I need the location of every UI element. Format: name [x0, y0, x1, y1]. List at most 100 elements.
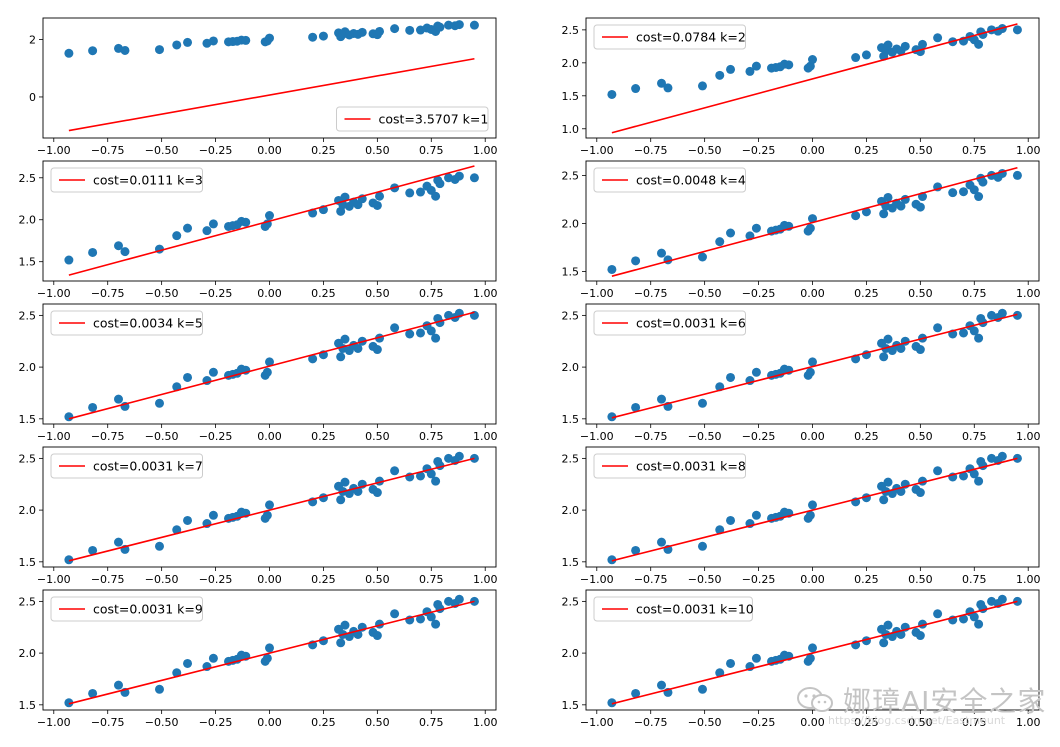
- data-point: [372, 200, 382, 210]
- data-point: [208, 367, 218, 377]
- data-point: [88, 247, 98, 257]
- data-point: [607, 264, 617, 274]
- x-tick-label: −0.50: [688, 287, 722, 300]
- data-point: [353, 343, 363, 353]
- x-tick-label: 0.25: [854, 430, 879, 443]
- x-tick-label: −1.00: [580, 716, 614, 729]
- x-tick-label: −0.25: [742, 287, 776, 300]
- x-tick-label: 0.00: [800, 573, 825, 586]
- data-point: [607, 89, 617, 99]
- data-point: [997, 308, 1007, 318]
- data-point: [183, 658, 193, 668]
- data-point: [697, 684, 707, 694]
- x-tick-label: 0.00: [257, 430, 282, 443]
- data-point: [372, 631, 382, 641]
- data-point: [183, 223, 193, 233]
- data-point: [340, 477, 350, 487]
- data-point: [657, 394, 666, 404]
- data-point: [426, 326, 436, 336]
- x-tick-label: 0.00: [257, 144, 282, 157]
- x-tick-label: −0.50: [688, 430, 722, 443]
- data-point: [631, 256, 641, 266]
- x-tick-label: −1.00: [580, 573, 614, 586]
- data-point: [805, 367, 815, 377]
- data-point: [631, 688, 641, 698]
- data-point: [751, 223, 761, 233]
- data-point: [265, 211, 274, 221]
- y-tick-label: 2.0: [19, 214, 37, 227]
- data-point: [805, 510, 815, 520]
- data-point: [208, 510, 218, 520]
- x-tick-label: 0.00: [257, 287, 282, 300]
- x-tick-label: −0.75: [91, 716, 125, 729]
- data-point: [340, 334, 350, 344]
- data-point: [405, 25, 415, 35]
- data-point: [697, 541, 707, 551]
- data-point: [336, 352, 346, 362]
- data-point: [431, 191, 441, 201]
- x-tick-label: 0.50: [908, 144, 933, 157]
- data-point: [896, 629, 906, 639]
- data-point: [431, 476, 441, 486]
- data-point: [879, 638, 889, 648]
- data-point: [808, 643, 817, 653]
- x-tick-label: 0.25: [854, 287, 879, 300]
- data-point: [416, 614, 425, 624]
- data-point: [915, 631, 925, 641]
- x-tick-label: −1.00: [37, 287, 71, 300]
- data-point: [883, 477, 893, 487]
- data-point: [183, 372, 193, 382]
- data-point: [172, 525, 182, 535]
- data-point: [959, 187, 968, 197]
- data-point: [969, 612, 979, 622]
- data-point: [697, 81, 707, 91]
- data-point: [974, 619, 984, 629]
- data-point: [751, 367, 761, 377]
- legend-box: [593, 310, 746, 336]
- x-tick-label: −0.50: [688, 573, 722, 586]
- y-tick-label: 2.5: [19, 595, 37, 608]
- data-point: [120, 247, 130, 257]
- subplot-5: −1.00 −0.75 −0.50 −0.25 0.00 0.25 0.50 0.75 1.00…: [19, 303, 497, 443]
- data-point: [997, 594, 1007, 604]
- data-point: [697, 398, 707, 408]
- subplot-6: −1.00 −0.75 −0.50 −0.25 0.00 0.25 0.50 0.75 1.00…: [562, 303, 1040, 443]
- legend-label: cost=0.0031 k=9: [93, 602, 203, 617]
- x-tick-label: 0.75: [419, 716, 444, 729]
- fit-line: [68, 165, 475, 276]
- y-tick-label: 2.0: [562, 57, 580, 70]
- data-point: [933, 609, 943, 619]
- data-point: [715, 70, 725, 80]
- x-tick-label: −1.00: [37, 716, 71, 729]
- x-tick-label: 1.00: [473, 144, 498, 157]
- data-point: [375, 26, 385, 36]
- legend-box: [50, 596, 203, 622]
- data-point: [208, 653, 218, 663]
- x-tick-label: −0.75: [91, 430, 125, 443]
- data-point: [657, 248, 666, 258]
- x-tick-label: 1.00: [1016, 287, 1041, 300]
- x-tick-label: 0.50: [365, 430, 390, 443]
- subplot-3: −1.00 −0.75 −0.50 −0.25 0.00 0.25 0.50 0.75 1.00…: [19, 160, 497, 300]
- data-point: [631, 545, 641, 555]
- legend-label: cost=0.0111 k=3: [93, 173, 203, 188]
- data-point: [883, 620, 893, 630]
- data-point: [751, 510, 761, 520]
- data-point: [308, 354, 318, 364]
- legend-label: cost=0.0031 k=7: [93, 459, 203, 474]
- x-tick-label: −0.25: [742, 144, 776, 157]
- fit-line: [68, 457, 475, 562]
- x-tick-label: −0.50: [145, 287, 179, 300]
- data-point: [784, 60, 794, 70]
- x-tick-label: −0.50: [145, 430, 179, 443]
- data-point: [715, 668, 725, 678]
- data-point: [978, 177, 988, 187]
- data-point: [64, 412, 74, 422]
- data-point: [416, 471, 425, 481]
- subplot-1: −1.00 −0.75 −0.50 −0.25 0.00 0.25 0.50 0.75 1.00…: [29, 17, 498, 157]
- data-point: [851, 53, 861, 63]
- data-point: [208, 219, 218, 229]
- data-point: [353, 486, 363, 496]
- data-point: [426, 469, 436, 479]
- data-point: [657, 537, 666, 547]
